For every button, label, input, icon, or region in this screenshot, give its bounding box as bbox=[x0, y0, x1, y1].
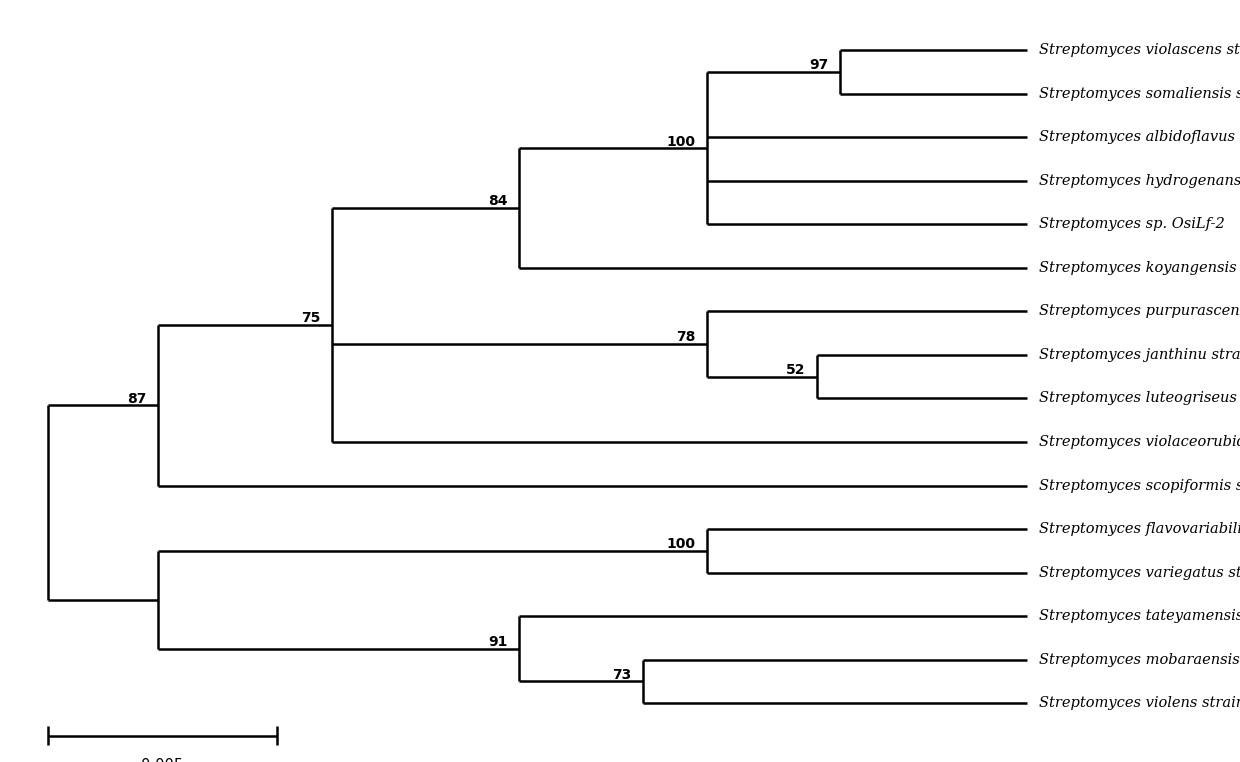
Text: Streptomyces violascens strain ISP 5183: Streptomyces violascens strain ISP 5183 bbox=[1039, 43, 1240, 57]
Text: Streptomyces purpurascens strain NBRC 13077: Streptomyces purpurascens strain NBRC 13… bbox=[1039, 304, 1240, 319]
Text: Streptomyces somaliensis strain NBRC: Streptomyces somaliensis strain NBRC bbox=[1039, 87, 1240, 101]
Text: Streptomyces koyangensis strain VK-A60: Streptomyces koyangensis strain VK-A60 bbox=[1039, 261, 1240, 275]
Text: 84: 84 bbox=[489, 194, 508, 208]
Text: Streptomyces scopiformis strain NBRC 100244: Streptomyces scopiformis strain NBRC 100… bbox=[1039, 479, 1240, 492]
Text: Streptomyces flavovariabilis strain NRRL B-16367: Streptomyces flavovariabilis strain NRRL… bbox=[1039, 522, 1240, 536]
Text: 91: 91 bbox=[489, 636, 508, 649]
Text: 97: 97 bbox=[808, 59, 828, 72]
Text: 73: 73 bbox=[613, 668, 631, 682]
Text: Streptomyces mobaraensis strain NBRC 13819: Streptomyces mobaraensis strain NBRC 138… bbox=[1039, 653, 1240, 667]
Text: Streptomyces violaceorubidus strain LMG 20319: Streptomyces violaceorubidus strain LMG … bbox=[1039, 435, 1240, 449]
Text: 78: 78 bbox=[676, 331, 696, 344]
Text: 100: 100 bbox=[667, 537, 696, 551]
Text: Streptomyces violens strain NRRL ISP-5597: Streptomyces violens strain NRRL ISP-559… bbox=[1039, 696, 1240, 710]
Text: 0.005: 0.005 bbox=[141, 757, 184, 762]
Text: Streptomyces luteogriseus strain NBRC 13402: Streptomyces luteogriseus strain NBRC 13… bbox=[1039, 392, 1240, 405]
Text: Streptomyces variegatus strain NRRL B-16380: Streptomyces variegatus strain NRRL B-16… bbox=[1039, 565, 1240, 580]
Text: Streptomyces tateyamensis strain DSM 41969: Streptomyces tateyamensis strain DSM 419… bbox=[1039, 609, 1240, 623]
Text: Streptomyces sp. OsiLf-2: Streptomyces sp. OsiLf-2 bbox=[1039, 217, 1225, 231]
Text: 87: 87 bbox=[126, 392, 146, 405]
Text: Streptomyces janthinu strain ISP 5206: Streptomyces janthinu strain ISP 5206 bbox=[1039, 348, 1240, 362]
Text: Streptomyces albidoflavus strain DSM 40455: Streptomyces albidoflavus strain DSM 404… bbox=[1039, 130, 1240, 144]
Text: 100: 100 bbox=[667, 135, 696, 149]
Text: 52: 52 bbox=[786, 363, 806, 377]
Text: 75: 75 bbox=[301, 312, 320, 325]
Text: Streptomyces hydrogenans strain NBRC: Streptomyces hydrogenans strain NBRC bbox=[1039, 174, 1240, 187]
